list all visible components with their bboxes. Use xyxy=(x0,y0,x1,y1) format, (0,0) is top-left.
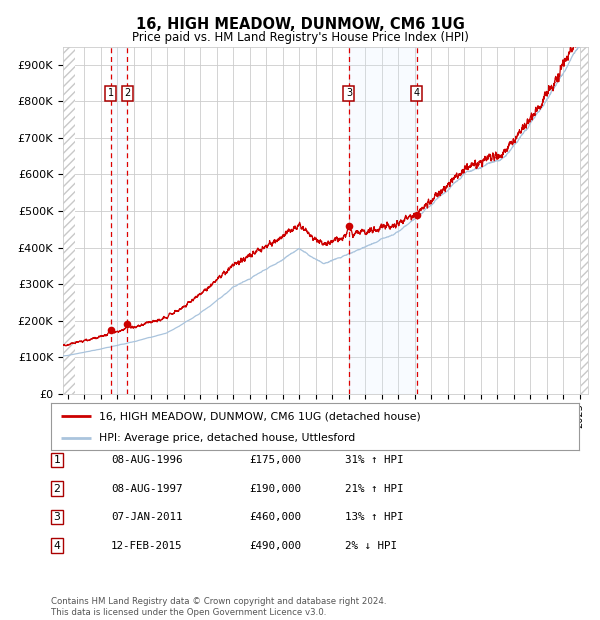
Text: 16, HIGH MEADOW, DUNMOW, CM6 1UG: 16, HIGH MEADOW, DUNMOW, CM6 1UG xyxy=(136,17,464,32)
Text: 08-AUG-1996: 08-AUG-1996 xyxy=(111,455,182,465)
Text: 1: 1 xyxy=(53,455,61,465)
Text: 1: 1 xyxy=(108,89,114,99)
Text: 31% ↑ HPI: 31% ↑ HPI xyxy=(345,455,404,465)
Bar xyxy=(111,46,127,394)
Text: £460,000: £460,000 xyxy=(249,512,301,522)
Text: 3: 3 xyxy=(346,89,352,99)
Text: Price paid vs. HM Land Registry's House Price Index (HPI): Price paid vs. HM Land Registry's House … xyxy=(131,31,469,44)
Text: 4: 4 xyxy=(413,89,419,99)
Text: 07-JAN-2011: 07-JAN-2011 xyxy=(111,512,182,522)
Text: 2: 2 xyxy=(124,89,131,99)
Text: 2% ↓ HPI: 2% ↓ HPI xyxy=(345,541,397,551)
Text: 2: 2 xyxy=(53,484,61,494)
Text: 08-AUG-1997: 08-AUG-1997 xyxy=(111,484,182,494)
Text: Contains HM Land Registry data © Crown copyright and database right 2024.
This d: Contains HM Land Registry data © Crown c… xyxy=(51,598,386,617)
Text: 3: 3 xyxy=(53,512,61,522)
Text: 4: 4 xyxy=(53,541,61,551)
Text: HPI: Average price, detached house, Uttlesford: HPI: Average price, detached house, Uttl… xyxy=(98,433,355,443)
Text: 12-FEB-2015: 12-FEB-2015 xyxy=(111,541,182,551)
Text: £175,000: £175,000 xyxy=(249,455,301,465)
Text: £490,000: £490,000 xyxy=(249,541,301,551)
Text: 13% ↑ HPI: 13% ↑ HPI xyxy=(345,512,404,522)
Text: 21% ↑ HPI: 21% ↑ HPI xyxy=(345,484,404,494)
Text: £190,000: £190,000 xyxy=(249,484,301,494)
Bar xyxy=(349,46,416,394)
Text: 16, HIGH MEADOW, DUNMOW, CM6 1UG (detached house): 16, HIGH MEADOW, DUNMOW, CM6 1UG (detach… xyxy=(98,411,420,421)
